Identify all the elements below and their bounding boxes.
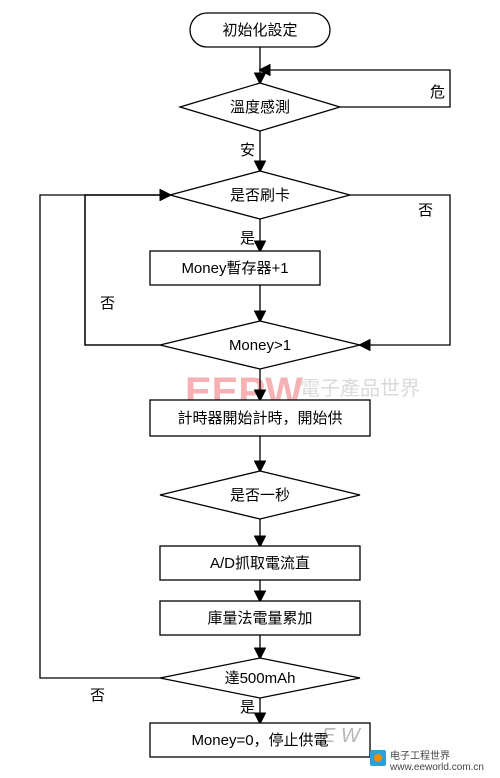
edge-label: 是 <box>240 230 255 247</box>
watermark-grey-text: 電子產品世界 <box>300 377 420 400</box>
node-label: Money>1 <box>229 337 291 354</box>
node-n2: 溫度感測 <box>180 83 340 131</box>
edge-label: 否 <box>100 295 115 312</box>
node-label: A/D抓取電流直 <box>210 555 310 572</box>
node-n4: Money暫存器+1 <box>150 251 320 285</box>
node-label: 是否一秒 <box>230 487 290 504</box>
edge-label: 危 <box>430 84 445 101</box>
footer-site: 电子工程世界 <box>390 749 450 762</box>
node-n3: 是否刷卡 <box>170 171 350 219</box>
node-label: 溫度感測 <box>230 99 290 116</box>
node-label: 達500mAh <box>225 670 296 687</box>
svg-text:E W: E W <box>322 725 362 747</box>
edge-label: 是 <box>240 699 255 716</box>
edge <box>350 195 450 345</box>
edge-label: 否 <box>90 687 105 704</box>
node-n1: 初始化設定 <box>190 13 330 47</box>
node-n6: 計時器開始計時，開始供 <box>150 400 370 436</box>
node-n5: Money>1 <box>160 321 360 369</box>
node-n10: 達500mAh <box>160 658 360 698</box>
node-label: Money暫存器+1 <box>181 260 288 277</box>
node-label: 庫量法電量累加 <box>207 610 312 627</box>
node-n8: A/D抓取電流直 <box>160 546 360 580</box>
edge-label: 否 <box>418 202 433 219</box>
node-label: 是否刷卡 <box>230 187 290 204</box>
node-label: Money=0，停止供電 <box>191 732 328 749</box>
node-label: 計時器開始計時，開始供 <box>177 410 342 427</box>
footer-watermark: 电子工程世界 www.eeworld.com.cn <box>370 749 484 773</box>
node-n9: 庫量法電量累加 <box>160 601 360 635</box>
footer-watermark-2: E W <box>322 725 362 747</box>
footer-url: www.eeworld.com.cn <box>389 762 484 773</box>
node-label: 初始化設定 <box>222 22 297 39</box>
edge-label: 安 <box>240 142 255 159</box>
node-n7: 是否一秒 <box>160 471 360 519</box>
